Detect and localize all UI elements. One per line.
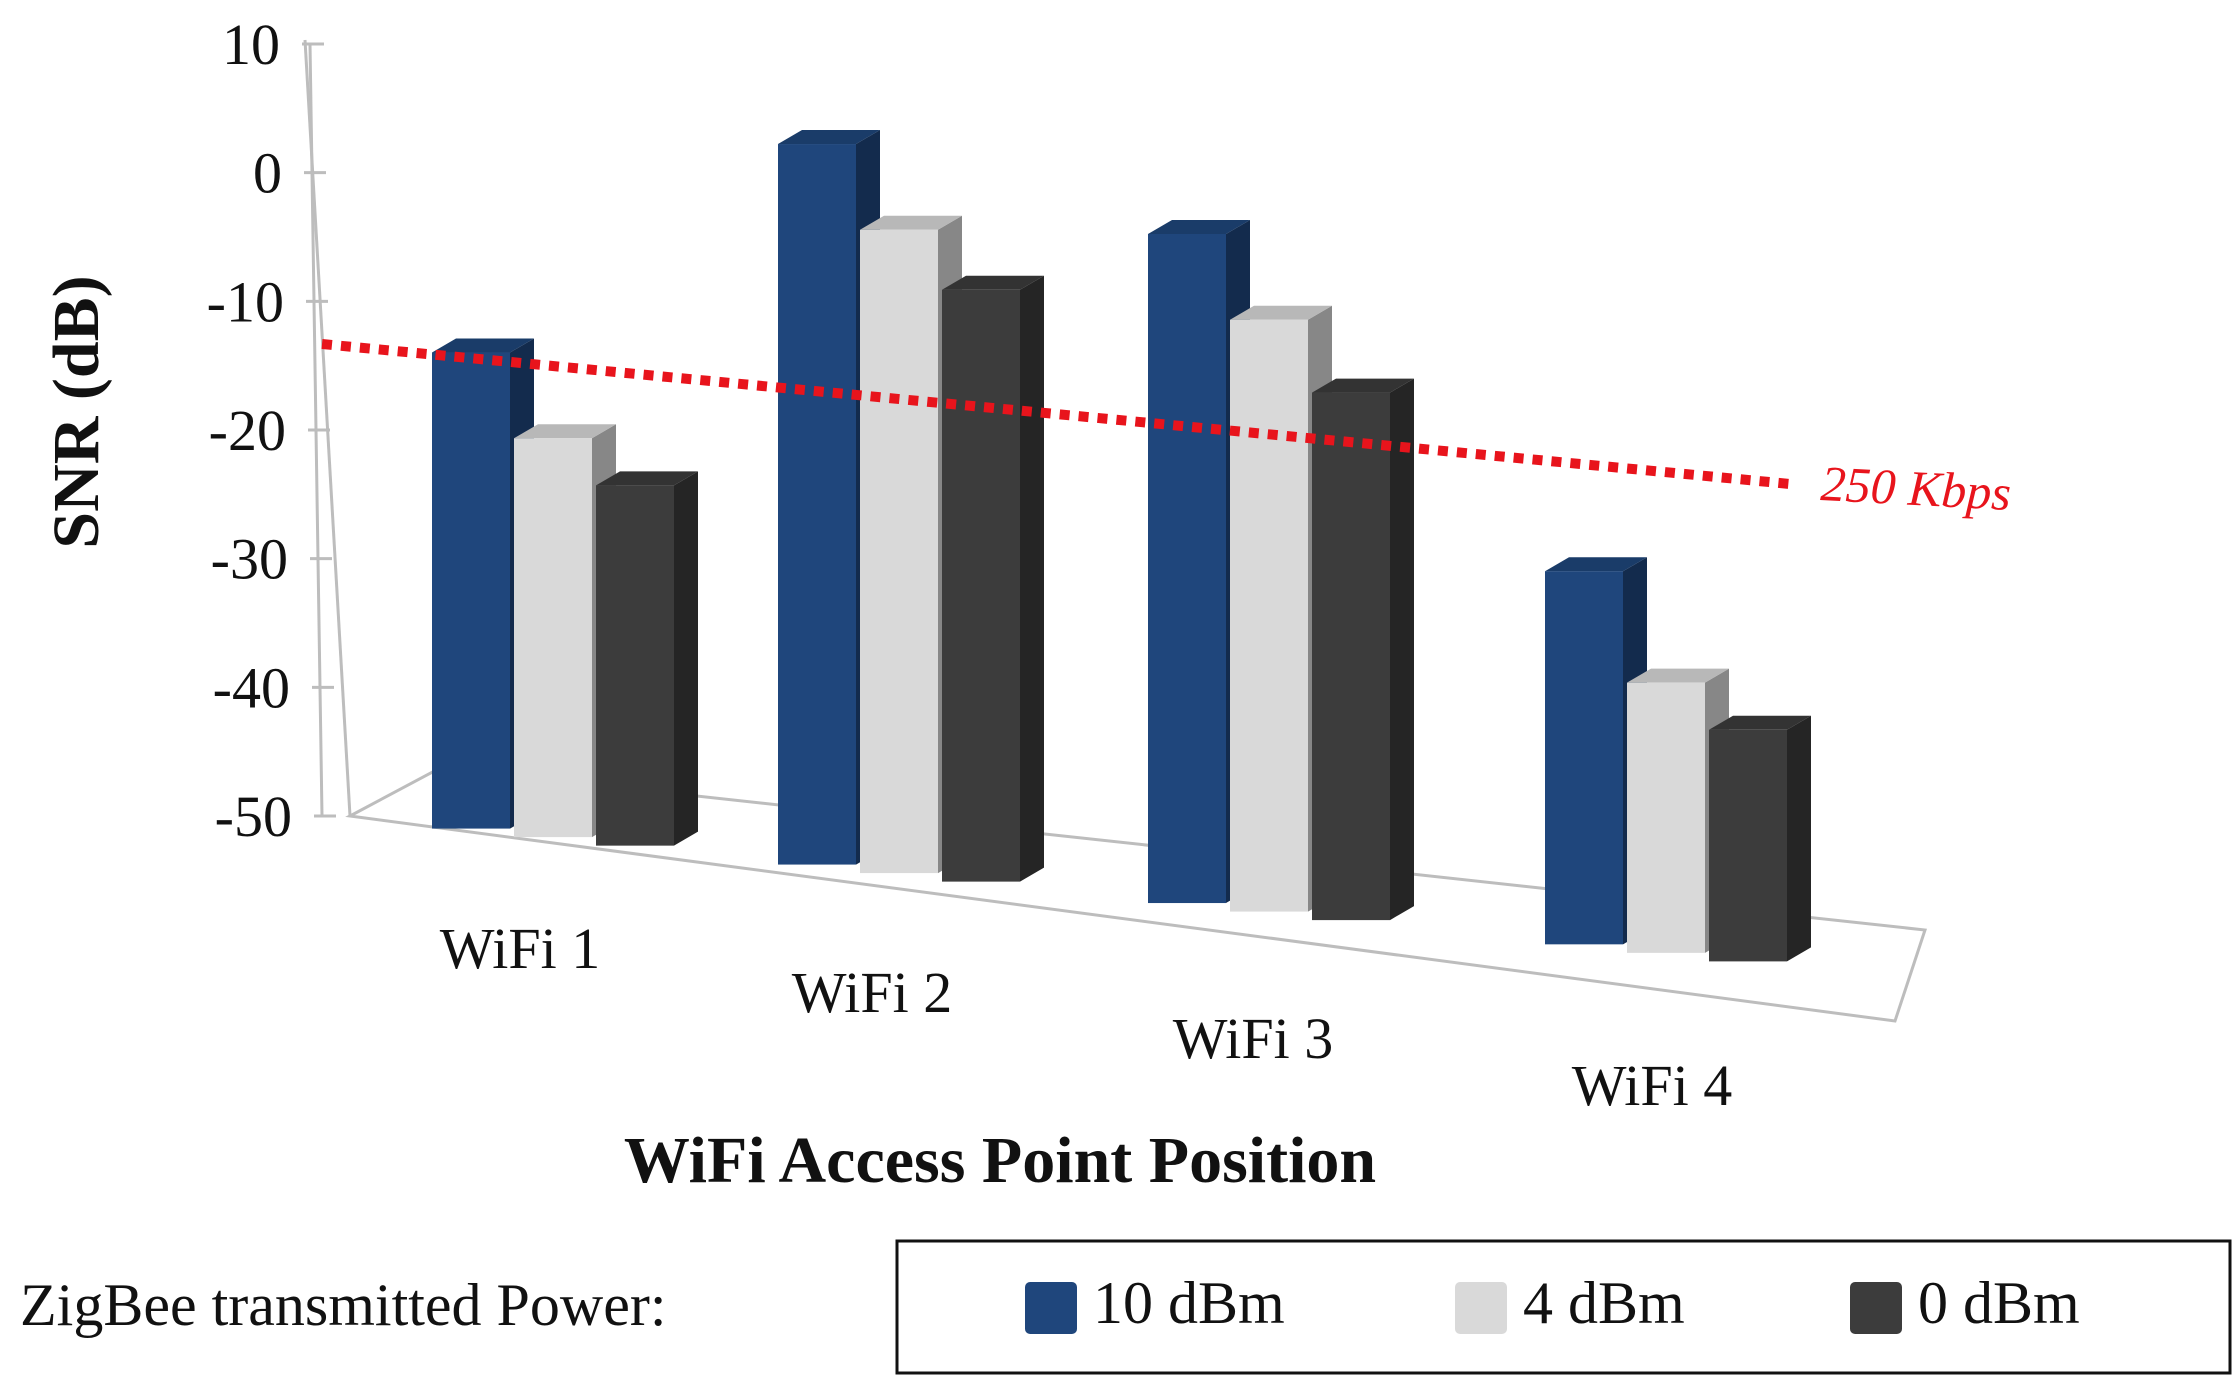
y-axis: 10 0 -10 -20 -30 -40 -50: [207, 12, 336, 849]
legend-swatch: [1025, 1282, 1077, 1334]
legend-title: ZigBee transmitted Power:: [20, 1272, 667, 1338]
legend-label: 10 dBm: [1093, 1270, 1285, 1336]
y-tick-label: -40: [213, 655, 290, 720]
legend-swatch: [1455, 1282, 1507, 1334]
x-category-label: WiFi 4: [1572, 1053, 1732, 1118]
bar-side-face: [1020, 275, 1044, 882]
y-axis-title: SNR (dB): [40, 275, 113, 548]
x-category-label: WiFi 1: [440, 916, 600, 981]
bar-front-face: [1545, 571, 1623, 945]
bar-front-face: [596, 485, 674, 846]
bar-front-face: [1230, 319, 1308, 912]
bar-front-face: [432, 352, 510, 829]
bar-front-face: [860, 229, 938, 874]
bar-top-face: [432, 338, 534, 353]
bar-10-dbm-wifi-4: [1545, 557, 1647, 945]
bar-0-dbm-wifi-4: [1709, 715, 1811, 962]
bar-side-face: [1390, 378, 1414, 921]
label-layer: WiFi 1 WiFi 2 WiFi 3 WiFi 4: [440, 916, 1732, 1118]
legend-label: 0 dBm: [1918, 1270, 2080, 1336]
floor-outline: [345, 766, 1928, 1023]
bar-top-face: [778, 130, 880, 145]
bar-front-face: [1627, 682, 1705, 953]
bar-top-face: [1148, 219, 1250, 234]
bar-top-face: [942, 275, 1044, 290]
y-tick-label: 0: [253, 141, 282, 206]
legend-label: 4 dBm: [1523, 1270, 1685, 1336]
x-axis-title: WiFi Access Point Position: [624, 1124, 1376, 1197]
legend-items: 10 dBm 4 dBm 0 dBm: [1025, 1270, 2080, 1336]
x-category-label: WiFi 2: [792, 960, 952, 1025]
bar-side-face: [674, 471, 698, 846]
bar-top-face: [1709, 715, 1811, 730]
bar-top-face: [1545, 557, 1647, 572]
y-tick-label: -50: [215, 784, 292, 849]
bar-side-face: [1787, 715, 1811, 962]
bar-front-face: [514, 438, 592, 838]
bar-top-face: [1230, 305, 1332, 320]
legend-box: [895, 1239, 2232, 1375]
reference-line-label: 250 Kbps: [1819, 455, 2012, 521]
bar-top-face: [514, 424, 616, 439]
bar-front-face: [942, 289, 1020, 882]
bar-top-face: [860, 215, 962, 230]
bar-top-face: [596, 471, 698, 486]
bar-front-face: [778, 144, 856, 865]
y-tick-label: 10: [222, 12, 280, 77]
y-tick-label: -10: [207, 269, 284, 334]
bar-0-dbm-wifi-2: [942, 275, 1044, 882]
y-tick-label: -20: [209, 398, 286, 463]
bar-top-face: [1312, 378, 1414, 393]
bar-0-dbm-wifi-3: [1312, 378, 1414, 921]
bar-layer: [432, 130, 1811, 962]
x-category-label: WiFi 3: [1173, 1006, 1333, 1071]
bar-0-dbm-wifi-1: [596, 471, 698, 846]
bar-top-face: [1627, 668, 1729, 683]
y-tick-label: -30: [211, 527, 288, 592]
bar-front-face: [1312, 392, 1390, 921]
legend-swatch: [1850, 1282, 1902, 1334]
bar-front-face: [1709, 729, 1787, 962]
bar-front-face: [1148, 233, 1226, 904]
